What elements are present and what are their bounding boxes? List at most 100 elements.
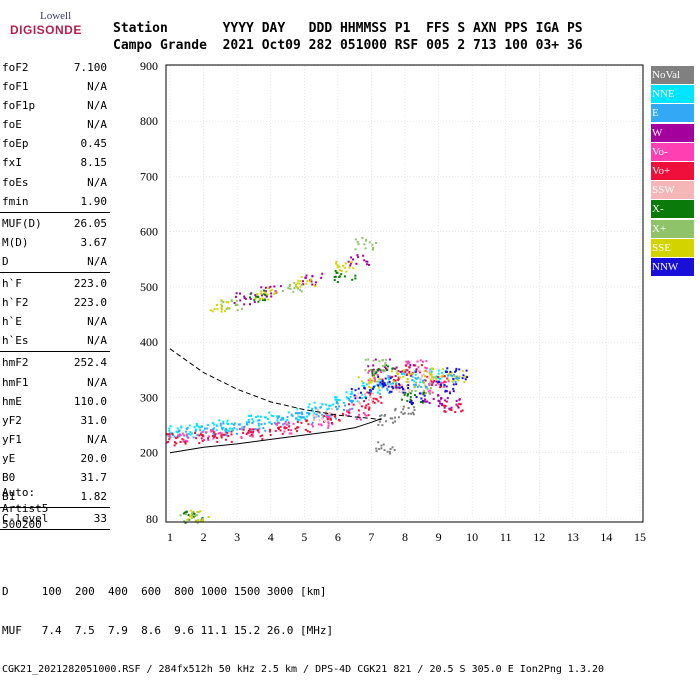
- echo-dot: [180, 426, 183, 429]
- echo-dot: [296, 430, 299, 433]
- echo-dot: [257, 415, 260, 418]
- echo-dot: [456, 375, 459, 378]
- echo-dot: [235, 292, 238, 295]
- echo-dot: [397, 369, 400, 372]
- param-row: fxI 8.15: [0, 153, 110, 172]
- echo-dot: [459, 403, 462, 406]
- echo-dot: [213, 434, 216, 437]
- echo-dot: [343, 404, 346, 407]
- param-label: foEp: [2, 137, 29, 151]
- echo-dot: [303, 417, 306, 420]
- echo-dot: [216, 440, 219, 443]
- header-values: Campo Grande 2021 Oct09 282 051000 RSF 0…: [113, 38, 583, 53]
- echo-dot: [408, 391, 411, 394]
- echo-dot: [395, 382, 398, 385]
- echo-dot: [378, 377, 381, 380]
- header-labels: Station YYYY DAY DDD HHMMSS P1 FFS S AXN…: [113, 21, 583, 36]
- echo-dot: [283, 427, 286, 430]
- echo-dot: [384, 367, 387, 370]
- echo-dot: [409, 374, 412, 377]
- echo-dot: [342, 412, 345, 415]
- echo-dot: [372, 375, 375, 378]
- echo-dot: [356, 400, 359, 403]
- echo-dot: [440, 383, 443, 386]
- true-height-curve: [169, 418, 382, 454]
- echo-dot: [386, 381, 389, 384]
- echo-dot: [346, 397, 349, 400]
- param-label: h`F2: [2, 296, 29, 310]
- echo-dot: [183, 434, 186, 437]
- echo-dot: [236, 428, 239, 431]
- echo-dot: [329, 416, 332, 419]
- echo-dot: [397, 372, 400, 375]
- echo-dot: [266, 293, 269, 296]
- echo-dot: [361, 384, 364, 387]
- echo-dot: [377, 384, 380, 387]
- echo-dot: [374, 358, 377, 361]
- legend-item: X+: [651, 219, 694, 238]
- echo-point: [394, 364, 418, 378]
- echo-dot: [168, 438, 171, 441]
- echo-dot: [338, 399, 341, 402]
- echo-dot: [326, 408, 329, 411]
- echo-dot: [371, 372, 374, 375]
- virtual-height-curve: [169, 348, 382, 421]
- echo-dot: [422, 381, 425, 384]
- echo-dot: [458, 402, 461, 405]
- echo-dot: [335, 396, 338, 399]
- echo-point: [333, 269, 357, 283]
- echo-dot: [312, 414, 315, 417]
- echo-dot: [380, 414, 383, 417]
- echo-dot: [226, 429, 229, 432]
- echo-dot: [403, 373, 406, 376]
- param-value: 8.15: [80, 156, 108, 170]
- echo-dot: [190, 515, 193, 518]
- echo-point: [335, 398, 354, 412]
- echo-dot: [321, 272, 324, 275]
- echo-dot: [375, 398, 378, 401]
- echo-dot: [300, 283, 303, 286]
- echo-dot: [330, 415, 333, 418]
- echo-dot: [395, 386, 398, 389]
- echo-dot: [348, 403, 351, 406]
- echo-dot: [211, 310, 214, 313]
- echo-dot: [286, 418, 289, 421]
- echo-dot: [307, 406, 310, 409]
- echo-dot: [378, 448, 381, 451]
- echo-dot: [254, 294, 257, 297]
- echo-dot: [447, 380, 450, 383]
- echo-point: [310, 415, 334, 429]
- echo-dot: [261, 294, 264, 297]
- echo-dot: [406, 362, 409, 365]
- echo-dot: [311, 274, 314, 277]
- echo-dot: [455, 367, 458, 370]
- echo-dot: [367, 263, 370, 266]
- echo-dot: [276, 423, 279, 426]
- echo-dot: [382, 443, 385, 446]
- echo-dot: [373, 401, 376, 404]
- echo-dot: [350, 401, 353, 404]
- echo-dot: [220, 426, 223, 429]
- echo-dot: [450, 371, 453, 374]
- echo-dot: [264, 291, 267, 294]
- echo-dot: [317, 408, 320, 411]
- echo-dot: [444, 381, 447, 384]
- echo-dot: [424, 379, 427, 382]
- echo-dot: [411, 379, 414, 382]
- echo-dot: [201, 439, 204, 442]
- echo-dot: [317, 423, 320, 426]
- echo-dot: [418, 377, 421, 380]
- echo-dot: [384, 384, 387, 387]
- echo-dot: [220, 432, 223, 435]
- echo-dot: [368, 406, 371, 409]
- x-tick-label: 2: [201, 530, 207, 544]
- echo-dot: [326, 414, 329, 417]
- echo-dot: [381, 358, 384, 361]
- param-label: hmF2: [2, 356, 29, 370]
- echo-dot: [405, 360, 408, 363]
- echo-dot: [212, 432, 215, 435]
- auto-label: Auto:: [2, 486, 36, 499]
- echo-dot: [424, 400, 427, 403]
- echo-dot: [245, 433, 248, 436]
- echo-dot: [230, 430, 233, 433]
